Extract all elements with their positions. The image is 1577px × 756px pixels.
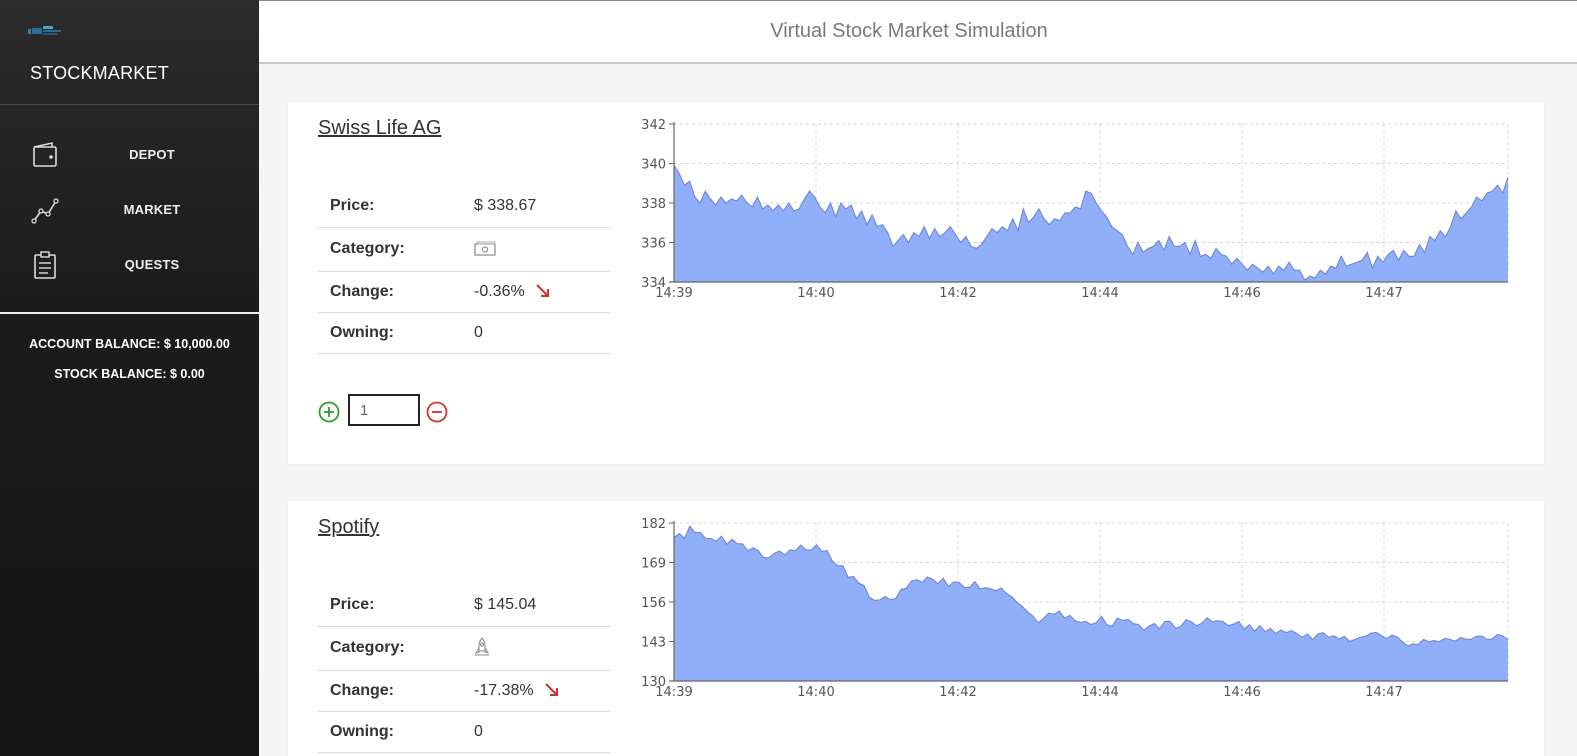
series-line <box>673 525 1509 647</box>
nav-item-market[interactable]: MARKET <box>0 189 259 229</box>
divider <box>0 104 259 105</box>
stock-name-link[interactable]: Spotify <box>318 516 380 538</box>
trend-down-arrow-icon <box>544 683 558 697</box>
series-line <box>673 165 1509 281</box>
account-balance: ACCOUNT BALANCE: $ 10,000.00 <box>29 337 230 351</box>
x-tick-label: 14:46 <box>1223 286 1260 301</box>
trend-down-arrow-icon <box>535 284 549 298</box>
line-chart-icon <box>31 198 59 224</box>
rocket-icon <box>474 637 490 656</box>
price-label: Price: <box>318 185 462 228</box>
sell-minus-button[interactable] <box>426 401 448 423</box>
owning-value: 0 <box>462 312 610 354</box>
divider <box>0 312 259 314</box>
stock-name-link[interactable]: Swiss Life AG <box>318 117 442 139</box>
y-tick-label: 143 <box>641 636 666 651</box>
x-tick-label: 14:42 <box>939 286 976 301</box>
price-label: Price: <box>318 584 462 627</box>
banknote-icon <box>474 241 496 256</box>
change-label: Change: <box>318 670 462 712</box>
price-chart: 334 336 338 340 342 14:39 14:40 14:42 14:44 14:46… <box>641 118 1509 301</box>
nav-item-depot[interactable]: DEPOT <box>0 134 259 174</box>
price-value: $ 338.67 <box>462 185 610 228</box>
y-tick-label: 336 <box>641 237 666 252</box>
page-title: Virtual Stock Market Simulation <box>770 20 1048 42</box>
category-label: Category: <box>318 626 462 671</box>
clipboard-icon <box>34 251 56 279</box>
nav-label: MARKET <box>123 202 181 217</box>
brand-title: STOCKMARKET <box>30 63 169 83</box>
price-chart: 130 143 156 169 182 14:39 14:40 14:42 14:44 14:46… <box>641 517 1509 700</box>
nav-label: DEPOT <box>129 147 175 162</box>
y-tick-label: 130 <box>641 675 666 690</box>
stock-card: Spotify Price: $ 145.04 Category: Change:… <box>288 501 1544 756</box>
x-tick-label: 14:39 <box>655 286 692 301</box>
quantity-input[interactable] <box>348 394 420 426</box>
x-tick-label: 14:44 <box>1081 685 1118 700</box>
page-header: Virtual Stock Market Simulation <box>259 0 1577 64</box>
sidebar: STOCKMARKET DEPOT MARKET QUESTS ACCOUNT <box>0 0 259 756</box>
change-label: Change: <box>318 271 462 313</box>
y-tick-label: 338 <box>641 197 666 212</box>
stock-info-table: Price: $ 145.04 Category: Change: -17.38% … <box>318 584 610 753</box>
stock-info-table: Price: $ 338.67 Category: Change: -0.36% O… <box>318 185 610 354</box>
owning-value: 0 <box>462 711 610 753</box>
owning-label: Owning: <box>318 312 462 354</box>
stock-card: Swiss Life AG Price: $ 338.67 Category: C… <box>288 102 1544 464</box>
price-value: $ 145.04 <box>462 584 610 627</box>
y-tick-label: 340 <box>641 158 666 173</box>
nav-label: QUESTS <box>124 257 180 272</box>
y-tick-label: 169 <box>641 557 666 572</box>
change-value: -0.36% <box>474 282 525 300</box>
series-area <box>674 165 1508 282</box>
y-tick-label: 342 <box>641 118 666 133</box>
x-tick-label: 14:47 <box>1365 685 1402 700</box>
nav-item-quests[interactable]: QUESTS <box>0 244 259 284</box>
owning-label: Owning: <box>318 711 462 753</box>
buy-plus-button[interactable] <box>318 401 340 423</box>
wallet-icon <box>33 142 57 167</box>
y-tick-label: 156 <box>641 596 666 611</box>
category-label: Category: <box>318 227 462 272</box>
x-tick-label: 14:46 <box>1223 685 1260 700</box>
series-area <box>674 526 1508 681</box>
logo-icon <box>28 26 61 35</box>
x-tick-label: 14:39 <box>655 685 692 700</box>
change-value: -17.38% <box>474 681 534 699</box>
x-tick-label: 14:42 <box>939 685 976 700</box>
x-tick-label: 14:40 <box>797 685 834 700</box>
y-tick-label: 182 <box>641 517 666 532</box>
stock-balance: STOCK BALANCE: $ 0.00 <box>54 367 205 381</box>
x-tick-label: 14:47 <box>1365 286 1402 301</box>
x-tick-label: 14:40 <box>797 286 834 301</box>
x-tick-label: 14:44 <box>1081 286 1118 301</box>
y-tick-label: 334 <box>641 276 666 291</box>
